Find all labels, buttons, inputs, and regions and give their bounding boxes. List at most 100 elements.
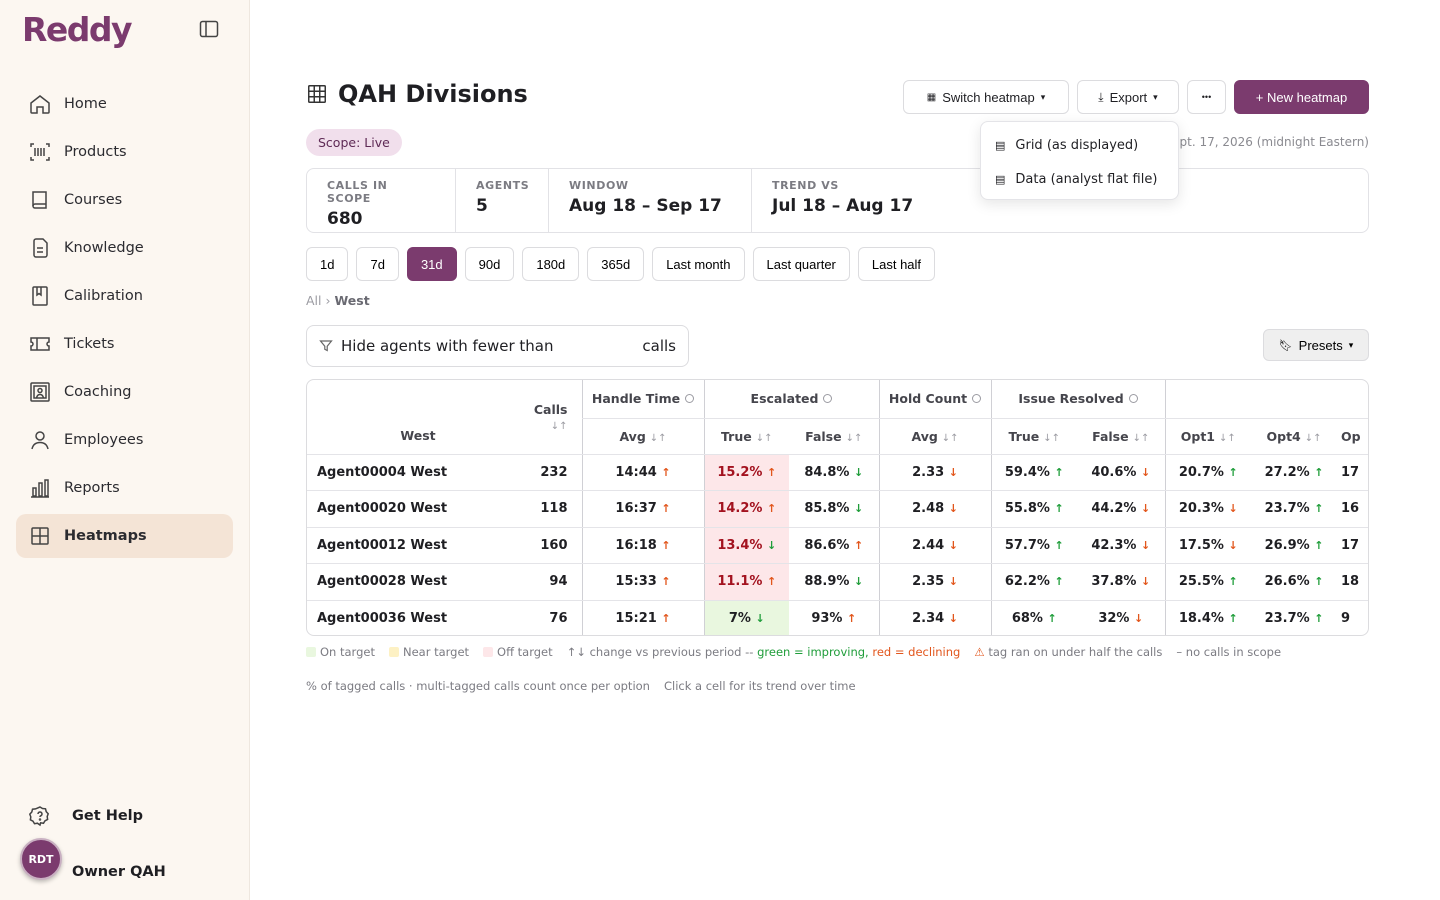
opt1-cell[interactable]: 25.5% ↑ (1164, 563, 1252, 601)
escalated-true-cell[interactable]: 13.4% ↓ (703, 527, 789, 564)
agent-name[interactable]: Agent00020 West (307, 490, 529, 528)
subheader-opt4[interactable]: Opt4 ↓↑ (1251, 418, 1338, 455)
sidebar-item-home[interactable]: Home (16, 82, 233, 126)
sidebar-item-reports[interactable]: Reports (16, 466, 233, 510)
hold-count-cell[interactable]: 2.48 ↓ (878, 490, 992, 528)
subheader-escalated-true[interactable]: True ↓↑ (703, 418, 789, 455)
export-button[interactable]: ⤓ Export ▾ (1077, 80, 1179, 114)
agent-name[interactable]: Agent00004 West (307, 454, 529, 491)
get-help-link[interactable]: Get Help (28, 804, 143, 828)
breadcrumb-all[interactable]: All (306, 293, 322, 308)
switch-heatmap-button[interactable]: ▦ Switch heatmap ▾ (903, 80, 1069, 114)
hold-count-cell[interactable]: 2.35 ↓ (878, 563, 992, 601)
sidebar-item-employees[interactable]: Employees (16, 418, 233, 462)
sidebar-item-coaching[interactable]: Coaching (16, 370, 233, 414)
app-logo[interactable]: Reddy (22, 10, 133, 49)
escalated-false-cell[interactable]: 88.9% ↓ (789, 563, 880, 601)
sidebar-item-calibration[interactable]: Calibration (16, 274, 233, 318)
range-365d[interactable]: 365d (587, 247, 645, 281)
subheader-resolved-false[interactable]: False ↓↑ (1077, 418, 1166, 455)
escalated-false-cell[interactable]: 86.6% ↑ (789, 527, 880, 564)
agent-name[interactable]: Agent00012 West (307, 527, 529, 564)
sidebar-item-knowledge[interactable]: Knowledge (16, 226, 233, 270)
escalated-false-cell[interactable]: 84.8% ↓ (789, 454, 880, 491)
escalated-false-cell[interactable]: 93% ↑ (789, 600, 880, 635)
range-1d[interactable]: 1d (306, 247, 349, 281)
range-31d[interactable]: 31d (406, 247, 457, 281)
table-row[interactable]: Agent00028 West 94 15:33 ↑ 11.1% ↑ 88.9%… (307, 563, 1368, 601)
presets-button[interactable]: 🔖︎ Presets ▾ (1263, 329, 1369, 361)
hold-count-cell[interactable]: 2.44 ↓ (878, 527, 992, 564)
resolved-false-cell[interactable]: 44.2% ↓ (1077, 490, 1166, 528)
avatar[interactable]: RDT (20, 838, 62, 880)
resolved-true-cell[interactable]: 55.8% ↑ (990, 490, 1078, 528)
resolved-true-cell[interactable]: 59.4% ↑ (990, 454, 1078, 491)
range-180d[interactable]: 180d (522, 247, 580, 281)
agent-name[interactable]: Agent00036 West (307, 600, 529, 635)
op-cell[interactable]: 18 (1337, 563, 1368, 601)
table-row[interactable]: Agent00004 West 232 14:44 ↑ 15.2% ↑ 84.8… (307, 454, 1368, 491)
min-calls-filter[interactable]: Hide agents with fewer than calls (306, 325, 689, 367)
opt4-cell[interactable]: 26.9% ↑ (1251, 527, 1338, 564)
range-7d[interactable]: 7d (356, 247, 399, 281)
opt1-cell[interactable]: 17.5% ↓ (1164, 527, 1252, 564)
subheader-op[interactable]: Op (1337, 418, 1368, 455)
op-cell[interactable]: 17 (1337, 454, 1368, 491)
escalated-true-cell[interactable]: 15.2% ↑ (703, 454, 789, 491)
sidebar-item-heatmaps[interactable]: Heatmaps (16, 514, 233, 558)
resolved-true-cell[interactable]: 57.7% ↑ (990, 527, 1078, 564)
table-row[interactable]: Agent00020 West 118 16:37 ↑ 14.2% ↑ 85.8… (307, 490, 1368, 528)
sidebar-item-products[interactable]: Products (16, 130, 233, 174)
range-last-half[interactable]: Last half (857, 247, 936, 281)
resolved-false-cell[interactable]: 40.6% ↓ (1077, 454, 1166, 491)
export-data-option[interactable]: ▤ Data (analyst flat file) (989, 162, 1170, 196)
arrow-up-icon: ↑ (846, 611, 857, 625)
opt4-cell[interactable]: 26.6% ↑ (1251, 563, 1338, 601)
escalated-false-cell[interactable]: 85.8% ↓ (789, 490, 880, 528)
table-row[interactable]: Agent00036 West 76 15:21 ↑ 7% ↓ 93% ↑ 2.… (307, 600, 1368, 635)
handle-time-cell[interactable]: 14:44 ↑ (581, 454, 704, 491)
opt4-cell[interactable]: 23.7% ↑ (1251, 490, 1338, 528)
more-options-button[interactable]: ••• (1187, 80, 1226, 114)
escalated-true-cell[interactable]: 11.1% ↑ (703, 563, 789, 601)
op-cell[interactable]: 9 (1337, 600, 1368, 635)
resolved-false-cell[interactable]: 32% ↓ (1077, 600, 1166, 635)
handle-time-cell[interactable]: 16:37 ↑ (581, 490, 704, 528)
user-menu[interactable]: RDT Owner QAH (20, 838, 166, 880)
subheader-opt1[interactable]: Opt1 ↓↑ (1164, 418, 1252, 455)
subheader-handle-avg[interactable]: Avg ↓↑ (581, 418, 704, 455)
op-cell[interactable]: 17 (1337, 527, 1368, 564)
agent-name[interactable]: Agent00028 West (307, 563, 529, 601)
resolved-false-cell[interactable]: 37.8% ↓ (1077, 563, 1166, 601)
hold-count-cell[interactable]: 2.34 ↓ (878, 600, 992, 635)
escalated-true-cell[interactable]: 14.2% ↑ (703, 490, 789, 528)
calls-column-header[interactable]: Calls ↓↑ (529, 380, 582, 455)
handle-time-cell[interactable]: 15:21 ↑ (581, 600, 704, 635)
sidebar-item-tickets[interactable]: Tickets (16, 322, 233, 366)
opt4-cell[interactable]: 23.7% ↑ (1251, 600, 1338, 635)
filter-label: Hide agents with fewer than (341, 337, 554, 355)
opt4-cell[interactable]: 27.2% ↑ (1251, 454, 1338, 491)
range-last-month[interactable]: Last month (652, 247, 745, 281)
handle-time-cell[interactable]: 16:18 ↑ (581, 527, 704, 564)
export-grid-option[interactable]: ▤ Grid (as displayed) (989, 128, 1170, 162)
sidebar-toggle-icon[interactable] (199, 20, 219, 38)
sidebar-item-courses[interactable]: Courses (16, 178, 233, 222)
subheader-hold-avg[interactable]: Avg ↓↑ (878, 418, 992, 455)
resolved-true-cell[interactable]: 68% ↑ (990, 600, 1078, 635)
subheader-escalated-false[interactable]: False ↓↑ (789, 418, 880, 455)
resolved-false-cell[interactable]: 42.3% ↓ (1077, 527, 1166, 564)
hold-count-cell[interactable]: 2.33 ↓ (878, 454, 992, 491)
handle-time-cell[interactable]: 15:33 ↑ (581, 563, 704, 601)
resolved-true-cell[interactable]: 62.2% ↑ (990, 563, 1078, 601)
range-last-quarter[interactable]: Last quarter (752, 247, 850, 281)
opt1-cell[interactable]: 20.7% ↑ (1164, 454, 1252, 491)
subheader-resolved-true[interactable]: True ↓↑ (990, 418, 1078, 455)
table-row[interactable]: Agent00012 West 160 16:18 ↑ 13.4% ↓ 86.6… (307, 527, 1368, 564)
op-cell[interactable]: 16 (1337, 490, 1368, 528)
range-90d[interactable]: 90d (464, 247, 515, 281)
opt1-cell[interactable]: 18.4% ↑ (1164, 600, 1252, 635)
escalated-true-cell[interactable]: 7% ↓ (703, 600, 789, 635)
new-heatmap-button[interactable]: + New heatmap (1234, 80, 1369, 114)
opt1-cell[interactable]: 20.3% ↓ (1164, 490, 1252, 528)
